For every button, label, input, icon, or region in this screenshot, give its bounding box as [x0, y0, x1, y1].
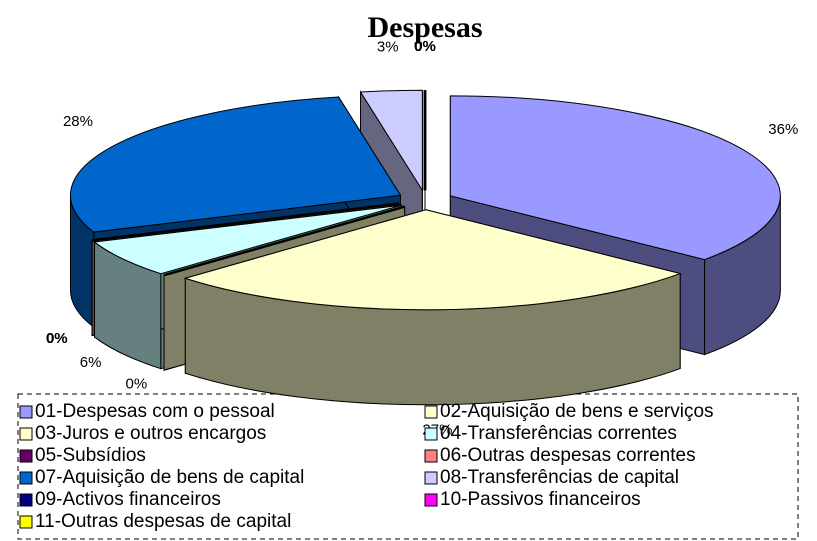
- data-label: 0%: [46, 330, 68, 347]
- legend-label: 09-Activos financeiros: [35, 489, 221, 510]
- data-label: 3%: [377, 39, 399, 56]
- legend-swatch: [19, 515, 33, 529]
- data-label: 0%: [46, 330, 68, 347]
- data-label: 28%: [63, 113, 93, 130]
- legend-swatch: [424, 471, 438, 485]
- data-label: 0%: [414, 38, 436, 55]
- legend-label: 02-Aquisição de bens e serviços: [440, 401, 714, 422]
- data-label: 0%: [125, 376, 147, 393]
- pie: [69, 89, 781, 406]
- legend-swatch: [424, 493, 438, 507]
- legend-label: 04-Transferências correntes: [440, 423, 677, 444]
- legend-swatch: [424, 449, 438, 463]
- legend-swatch: [19, 493, 33, 507]
- slice-top: [183, 209, 682, 311]
- slice-top: [93, 204, 402, 275]
- data-label: 36%: [768, 121, 798, 138]
- legend-label: 11-Outras despesas de capital: [35, 511, 291, 532]
- legend-label: 06-Outras despesas correntes: [440, 445, 696, 466]
- legend-label: 10-Passivos financeiros: [440, 489, 641, 510]
- legend-swatch: [19, 471, 33, 485]
- data-label: 0%: [414, 38, 436, 55]
- legend-label: 05-Subsídios: [35, 445, 146, 466]
- slice-top: [91, 202, 400, 242]
- chart-title: Despesas: [367, 11, 482, 44]
- data-label: 0%: [414, 38, 436, 55]
- legend-swatch: [424, 405, 438, 419]
- slice-top: [449, 95, 781, 261]
- slice-top: [70, 96, 402, 233]
- slice: [183, 209, 682, 406]
- legend-swatch: [19, 405, 33, 419]
- legend-label: 08-Transferências de capital: [440, 467, 679, 488]
- legend-label: 03-Juros e outros encargos: [35, 423, 266, 444]
- legend-swatch: [19, 449, 33, 463]
- slice-top: [359, 89, 423, 192]
- legend-label: 01-Despesas com o pessoal: [35, 401, 275, 422]
- legend-swatch: [424, 427, 438, 441]
- legend-swatch: [19, 427, 33, 441]
- legend-label: 07-Aquisição de bens de capital: [35, 467, 304, 488]
- slice-top: [163, 205, 405, 277]
- data-label: 6%: [80, 354, 102, 371]
